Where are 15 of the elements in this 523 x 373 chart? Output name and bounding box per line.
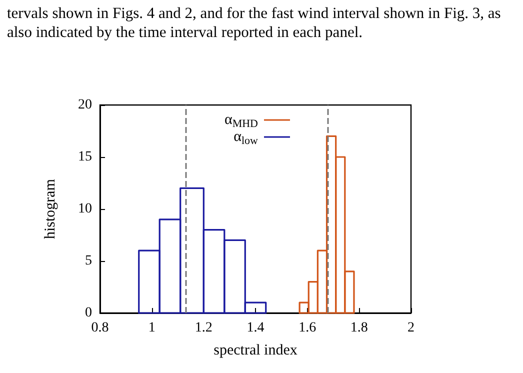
y-tick-label: 10 — [78, 202, 92, 216]
y-tick-label: 20 — [78, 98, 92, 112]
x-tick-label: 0.8 — [91, 320, 109, 336]
x-tick-label: 1.6 — [298, 320, 316, 336]
y-tick-label: 5 — [85, 254, 92, 268]
x-tick-label: 1.4 — [246, 320, 264, 336]
y-tick-label: 15 — [78, 150, 92, 164]
x-tick-label: 1.8 — [350, 320, 368, 336]
x-tick-label: 1.2 — [194, 320, 212, 336]
x-tick-label: 1 — [148, 320, 156, 336]
y-axis-title: histogram — [42, 178, 58, 239]
y-tick-label: 0 — [85, 306, 92, 320]
text: tervals shown in Figs. 4 and 2, and for the fast wind interval shown in Fig. 3, as also indicated by the time interval reported in each panel. — [7, 5, 505, 41]
x-tick-label: 2 — [408, 320, 414, 336]
x-axis-title: spectral index — [214, 342, 298, 358]
